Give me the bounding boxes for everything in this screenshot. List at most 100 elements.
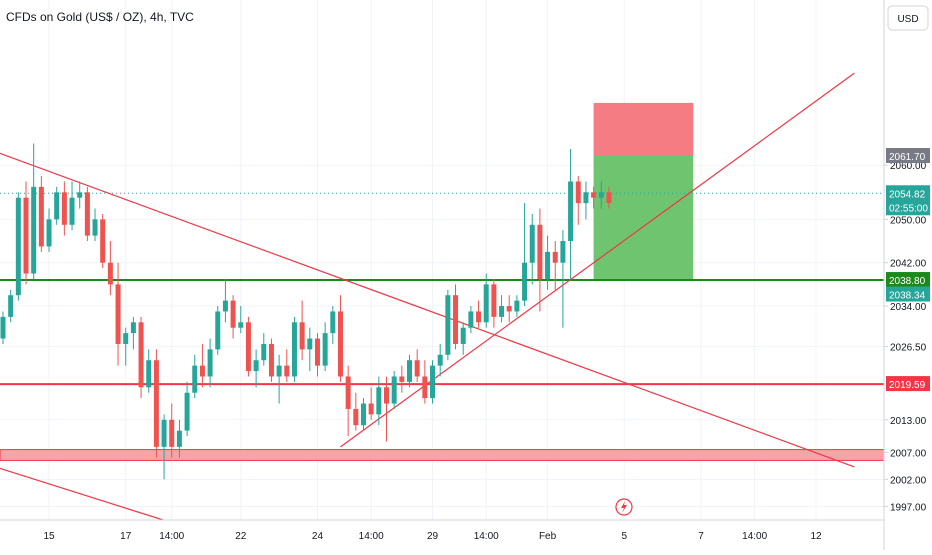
candle: [453, 284, 459, 350]
candle-body: [368, 403, 374, 415]
trend-line: [0, 152, 855, 468]
candle: [23, 181, 29, 285]
x-tick-label: 5: [621, 531, 627, 542]
candle: [529, 213, 535, 285]
candle: [153, 349, 159, 458]
candle-body: [468, 311, 474, 328]
candle-body: [23, 197, 29, 274]
x-tick-label: 24: [312, 531, 324, 542]
x-tick-label: Feb: [539, 531, 557, 542]
candle: [384, 376, 389, 442]
x-tick-label: 15: [43, 531, 55, 542]
candle: [468, 306, 474, 334]
candle: [77, 181, 83, 209]
candle: [230, 295, 236, 339]
candle-body: [169, 419, 175, 447]
candle: [476, 300, 482, 328]
x-tick-label: 14:00: [359, 531, 384, 542]
candle-body: [8, 295, 14, 317]
candle-body: [153, 360, 159, 447]
candle: [69, 181, 75, 231]
candle: [545, 235, 551, 290]
candle: [376, 376, 382, 426]
candle-body: [38, 186, 44, 247]
y-tick-label: 2060.00: [890, 161, 927, 172]
candle-body: [69, 197, 75, 225]
candle: [445, 289, 451, 361]
y-tick-label: 2034.00: [890, 302, 927, 313]
candle: [391, 371, 397, 409]
x-tick-label: 12: [810, 531, 822, 542]
candle: [176, 419, 182, 458]
candle: [123, 327, 129, 366]
candle-body: [261, 343, 267, 361]
candle: [299, 300, 305, 361]
candle: [460, 322, 466, 355]
candle-body: [92, 219, 98, 236]
candle: [15, 192, 21, 301]
candle-body: [606, 192, 612, 204]
candle-body: [353, 408, 359, 426]
candle-body: [560, 241, 566, 263]
price-label-text: 2054.82: [889, 189, 926, 200]
candle: [100, 213, 106, 269]
candle-body: [130, 322, 136, 334]
candle: [552, 241, 558, 290]
candle: [399, 365, 405, 393]
x-tick-label: 29: [427, 531, 439, 542]
candle-body: [430, 365, 436, 399]
price-label: 2061.70: [886, 148, 930, 163]
candle-body: [460, 327, 466, 344]
candle: [499, 295, 505, 323]
candle-body: [568, 181, 574, 242]
support-zone: [0, 449, 884, 461]
candle: [92, 208, 98, 242]
candle-body: [345, 376, 351, 409]
candle-body: [514, 300, 520, 312]
y-tick-label: 2042.00: [890, 259, 927, 270]
candle-body: [176, 430, 182, 447]
currency-button[interactable]: USD: [887, 5, 929, 31]
y-tick-label: 1997.00: [890, 502, 927, 513]
candle-body: [529, 224, 535, 263]
candle-body: [107, 262, 113, 285]
candle: [61, 181, 67, 236]
candle: [107, 241, 113, 296]
candle-body: [384, 387, 389, 404]
price-label: 2054.82 02:55:00: [886, 185, 930, 216]
candle-body: [360, 403, 366, 426]
candle: [138, 316, 144, 399]
candle-body: [322, 333, 328, 366]
candle-body: [445, 295, 451, 355]
candle: [0, 311, 6, 344]
candle: [253, 349, 259, 388]
candle-body: [391, 376, 397, 404]
candle: [360, 398, 366, 431]
price-label: 2038.34: [886, 286, 930, 302]
candle-body: [207, 349, 213, 377]
candle: [46, 208, 52, 252]
candle: [560, 230, 566, 328]
candle: [276, 354, 282, 404]
candle-body: [31, 186, 37, 274]
candle: [192, 354, 198, 399]
candle: [483, 273, 489, 328]
candle: [38, 176, 44, 252]
candle: [291, 316, 297, 382]
price-label: 2019.59: [886, 376, 930, 392]
price-label-text: 2019.59: [889, 380, 926, 391]
candle-body: [276, 365, 282, 377]
y-tick-label: 2026.50: [890, 343, 927, 354]
candle-body: [499, 306, 505, 317]
candle: [322, 322, 328, 372]
candle-body: [184, 392, 190, 431]
x-tick-label: 14:00: [159, 531, 184, 542]
candle: [161, 414, 167, 480]
candle: [407, 354, 413, 388]
candle: [337, 295, 343, 382]
candle: [591, 186, 597, 209]
candle: [261, 333, 267, 366]
candle-body: [245, 322, 251, 372]
